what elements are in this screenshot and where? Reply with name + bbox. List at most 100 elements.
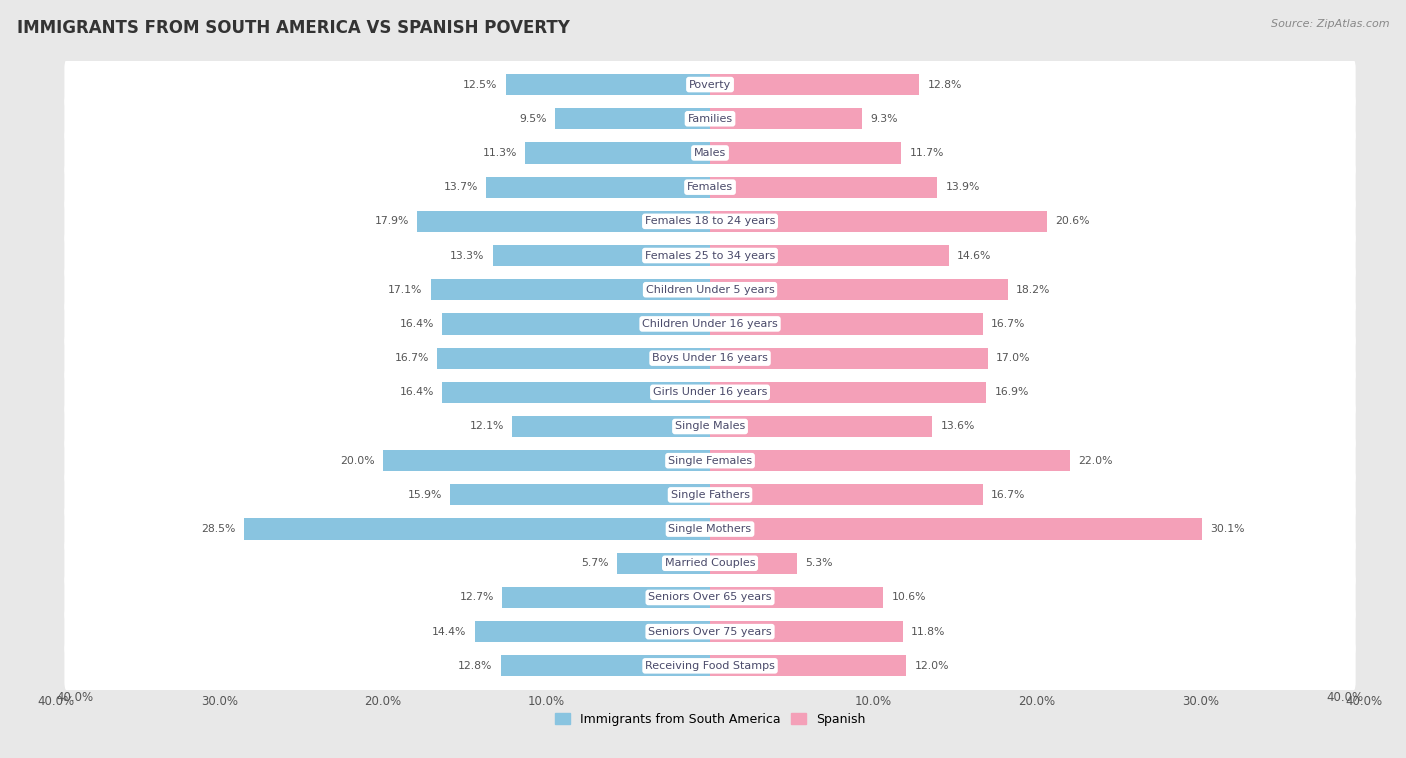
Text: Seniors Over 75 years: Seniors Over 75 years [648,627,772,637]
Text: 16.7%: 16.7% [395,353,429,363]
Text: Families: Families [688,114,733,124]
Bar [710,279,1008,300]
Bar [430,279,710,300]
Text: 12.1%: 12.1% [470,421,505,431]
Bar [710,382,986,403]
Bar [710,313,983,334]
Bar [710,347,988,368]
Text: 13.9%: 13.9% [945,182,980,192]
Text: 15.9%: 15.9% [408,490,441,500]
Bar [492,245,710,266]
Text: Males: Males [695,148,725,158]
Text: 12.7%: 12.7% [460,593,495,603]
Text: 14.6%: 14.6% [957,251,991,261]
FancyBboxPatch shape [65,58,1355,111]
Bar [710,553,797,574]
Text: 9.3%: 9.3% [870,114,897,124]
Text: IMMIGRANTS FROM SOUTH AMERICA VS SPANISH POVERTY: IMMIGRANTS FROM SOUTH AMERICA VS SPANISH… [17,19,569,37]
Text: 30.1%: 30.1% [1211,524,1244,534]
FancyBboxPatch shape [65,297,1355,351]
Text: Single Males: Single Males [675,421,745,431]
Text: 11.3%: 11.3% [482,148,517,158]
Bar [441,382,710,403]
Text: Source: ZipAtlas.com: Source: ZipAtlas.com [1271,19,1389,29]
Bar [450,484,710,506]
Bar [382,450,710,471]
Text: 11.7%: 11.7% [910,148,943,158]
Bar [710,621,903,642]
FancyBboxPatch shape [65,537,1355,590]
FancyBboxPatch shape [65,639,1355,693]
Text: 12.5%: 12.5% [463,80,498,89]
FancyBboxPatch shape [65,161,1355,214]
Bar [418,211,710,232]
Bar [617,553,710,574]
Text: Seniors Over 65 years: Seniors Over 65 years [648,593,772,603]
Bar [502,587,710,608]
Text: Single Females: Single Females [668,456,752,465]
Text: 20.0%: 20.0% [340,456,375,465]
Bar [475,621,710,642]
Text: 20.6%: 20.6% [1054,216,1090,227]
FancyBboxPatch shape [65,229,1355,282]
Text: 11.8%: 11.8% [911,627,945,637]
Text: 17.9%: 17.9% [375,216,409,227]
Text: 16.7%: 16.7% [991,490,1025,500]
Text: 5.7%: 5.7% [581,559,609,568]
Text: 9.5%: 9.5% [519,114,547,124]
Bar [437,347,710,368]
Bar [486,177,710,198]
Bar [710,143,901,164]
Text: Children Under 16 years: Children Under 16 years [643,319,778,329]
Bar [710,587,883,608]
Legend: Immigrants from South America, Spanish: Immigrants from South America, Spanish [550,708,870,731]
Bar [441,313,710,334]
Text: 10.6%: 10.6% [891,593,927,603]
Text: Receiving Food Stamps: Receiving Food Stamps [645,661,775,671]
Text: Single Fathers: Single Fathers [671,490,749,500]
Bar [512,416,710,437]
FancyBboxPatch shape [65,365,1355,419]
Bar [710,177,938,198]
FancyBboxPatch shape [65,571,1355,624]
Text: 12.8%: 12.8% [458,661,492,671]
FancyBboxPatch shape [65,127,1355,180]
Text: Poverty: Poverty [689,80,731,89]
Text: 28.5%: 28.5% [201,524,236,534]
Bar [710,484,983,506]
Text: 17.1%: 17.1% [388,285,422,295]
Bar [506,74,710,96]
Bar [710,450,1070,471]
Text: Single Mothers: Single Mothers [668,524,752,534]
Text: 40.0%: 40.0% [1327,691,1364,704]
Text: 16.4%: 16.4% [399,319,434,329]
Text: 14.4%: 14.4% [432,627,467,637]
FancyBboxPatch shape [65,331,1355,385]
Bar [710,108,862,130]
FancyBboxPatch shape [65,434,1355,487]
Text: Married Couples: Married Couples [665,559,755,568]
Text: 13.6%: 13.6% [941,421,974,431]
Text: 13.3%: 13.3% [450,251,485,261]
Text: 18.2%: 18.2% [1015,285,1050,295]
Bar [710,245,949,266]
FancyBboxPatch shape [65,263,1355,316]
Bar [710,655,905,676]
Text: Girls Under 16 years: Girls Under 16 years [652,387,768,397]
Text: 12.0%: 12.0% [914,661,949,671]
Text: Females 25 to 34 years: Females 25 to 34 years [645,251,775,261]
Text: Boys Under 16 years: Boys Under 16 years [652,353,768,363]
Text: 16.7%: 16.7% [991,319,1025,329]
Text: 12.8%: 12.8% [928,80,962,89]
Text: 16.4%: 16.4% [399,387,434,397]
Text: 22.0%: 22.0% [1078,456,1112,465]
FancyBboxPatch shape [65,399,1355,453]
Bar [526,143,710,164]
Text: 5.3%: 5.3% [804,559,832,568]
Bar [245,518,710,540]
Text: Females 18 to 24 years: Females 18 to 24 years [645,216,775,227]
Text: Children Under 5 years: Children Under 5 years [645,285,775,295]
Text: Females: Females [688,182,733,192]
FancyBboxPatch shape [65,468,1355,522]
FancyBboxPatch shape [65,195,1355,248]
